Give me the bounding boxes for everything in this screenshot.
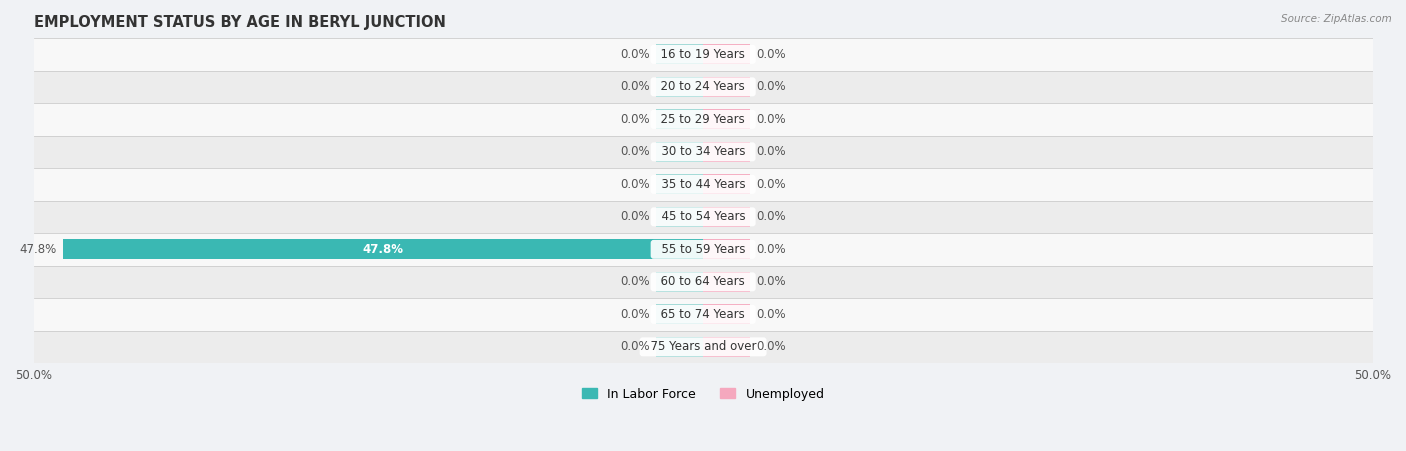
Text: 0.0%: 0.0%	[620, 308, 650, 321]
Text: 0.0%: 0.0%	[756, 178, 786, 191]
Bar	[703, 77, 749, 97]
Text: 0.0%: 0.0%	[620, 276, 650, 288]
Bar	[657, 77, 703, 97]
Bar	[34, 38, 1372, 71]
Text: 20 to 24 Years: 20 to 24 Years	[654, 80, 752, 93]
Text: 0.0%: 0.0%	[756, 341, 786, 353]
Bar	[703, 44, 749, 64]
Text: 0.0%: 0.0%	[620, 80, 650, 93]
Text: 35 to 44 Years: 35 to 44 Years	[654, 178, 752, 191]
Text: 47.8%: 47.8%	[363, 243, 404, 256]
Bar	[34, 266, 1372, 298]
Bar	[657, 44, 703, 64]
Text: 0.0%: 0.0%	[756, 276, 786, 288]
Bar	[657, 337, 703, 357]
Bar	[703, 304, 749, 324]
Bar	[34, 136, 1372, 168]
Bar	[703, 109, 749, 129]
Bar	[657, 272, 703, 292]
Bar	[34, 298, 1372, 331]
Bar	[703, 272, 749, 292]
Text: 0.0%: 0.0%	[620, 145, 650, 158]
Text: 0.0%: 0.0%	[620, 341, 650, 353]
Text: 0.0%: 0.0%	[756, 48, 786, 61]
Legend: In Labor Force, Unemployed: In Labor Force, Unemployed	[576, 382, 830, 405]
Text: 0.0%: 0.0%	[756, 308, 786, 321]
Text: 30 to 34 Years: 30 to 34 Years	[654, 145, 752, 158]
Bar	[34, 331, 1372, 363]
Bar	[657, 207, 703, 227]
Text: 45 to 54 Years: 45 to 54 Years	[654, 210, 752, 223]
Bar	[657, 304, 703, 324]
Bar	[657, 142, 703, 162]
Bar	[63, 239, 703, 259]
Text: 0.0%: 0.0%	[620, 178, 650, 191]
Text: 25 to 29 Years: 25 to 29 Years	[654, 113, 752, 126]
Bar	[703, 207, 749, 227]
Text: 65 to 74 Years: 65 to 74 Years	[654, 308, 752, 321]
Text: 0.0%: 0.0%	[756, 80, 786, 93]
Text: 16 to 19 Years: 16 to 19 Years	[654, 48, 752, 61]
Bar	[657, 174, 703, 194]
Bar	[34, 103, 1372, 136]
Bar	[703, 142, 749, 162]
Bar	[34, 233, 1372, 266]
Text: 60 to 64 Years: 60 to 64 Years	[654, 276, 752, 288]
Text: 0.0%: 0.0%	[620, 210, 650, 223]
Text: 47.8%: 47.8%	[20, 243, 56, 256]
Text: 0.0%: 0.0%	[756, 210, 786, 223]
Bar	[703, 174, 749, 194]
Bar	[703, 337, 749, 357]
Text: 0.0%: 0.0%	[620, 113, 650, 126]
Text: EMPLOYMENT STATUS BY AGE IN BERYL JUNCTION: EMPLOYMENT STATUS BY AGE IN BERYL JUNCTI…	[34, 15, 446, 30]
Text: 0.0%: 0.0%	[756, 145, 786, 158]
Text: 55 to 59 Years: 55 to 59 Years	[654, 243, 752, 256]
Bar	[34, 71, 1372, 103]
Bar	[34, 201, 1372, 233]
Bar	[657, 109, 703, 129]
Text: 0.0%: 0.0%	[756, 113, 786, 126]
Text: Source: ZipAtlas.com: Source: ZipAtlas.com	[1281, 14, 1392, 23]
Bar	[703, 239, 749, 259]
Text: 0.0%: 0.0%	[756, 243, 786, 256]
Text: 0.0%: 0.0%	[620, 48, 650, 61]
Bar	[34, 168, 1372, 201]
Text: 75 Years and over: 75 Years and over	[643, 341, 763, 353]
